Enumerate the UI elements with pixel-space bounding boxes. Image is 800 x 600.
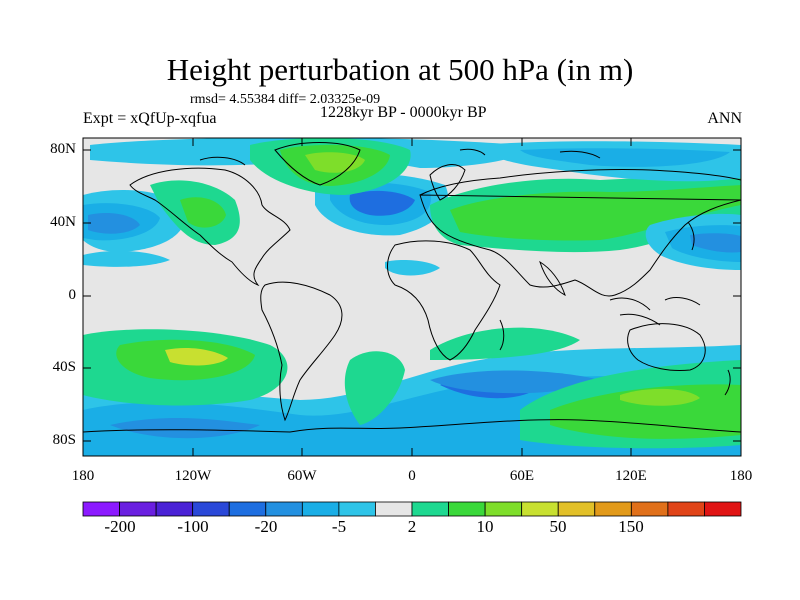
coast-south-america xyxy=(260,281,343,422)
colorbar-box xyxy=(557,501,596,517)
coast-australia xyxy=(627,323,706,371)
colorbar xyxy=(82,501,742,517)
coast-north-america xyxy=(129,167,291,287)
coast-japan xyxy=(687,221,695,251)
lon-label-180e: 180 xyxy=(729,468,753,484)
lat-label-0: 0 xyxy=(68,287,77,303)
colorbar-box xyxy=(667,501,705,517)
coast-antarctica xyxy=(83,419,741,433)
colorbar-label: -5 xyxy=(331,517,347,536)
colorbar-box xyxy=(484,501,523,517)
lon-ticks xyxy=(192,138,632,456)
africa-blue xyxy=(385,260,440,276)
lon-label-120e: 120E xyxy=(615,468,647,484)
coast-greenland xyxy=(274,142,361,186)
contour-fields xyxy=(83,138,741,456)
coast-se-asia xyxy=(609,297,701,326)
colorbar-box xyxy=(265,501,303,517)
colorbar-box xyxy=(338,501,376,517)
lat-label-40s: 40S xyxy=(52,359,76,375)
colorbar-label: -100 xyxy=(177,517,209,536)
colorbar-box xyxy=(594,501,632,517)
south-pacific-core xyxy=(165,347,228,366)
coast-africa xyxy=(387,240,501,361)
colorbar-box xyxy=(375,501,413,517)
south-east-yellow xyxy=(620,388,700,406)
lon-label-120w: 120W xyxy=(174,468,212,484)
colorbar-box xyxy=(192,501,230,517)
colorbar-box xyxy=(82,501,120,517)
colorbar-box xyxy=(301,501,340,517)
lon-label-60e: 60E xyxy=(509,468,535,484)
tropical-blue xyxy=(83,250,170,267)
lat-label-40n: 40N xyxy=(50,214,76,230)
colorbar-label: 50 xyxy=(549,517,567,536)
greenland-yellow xyxy=(305,152,365,173)
stats-line: rmsd= 4.55384 diff= 2.03325e-09 xyxy=(190,92,381,107)
colorbar-label: -200 xyxy=(104,517,136,536)
plot-title: Height perturbation at 500 hPa (in m) xyxy=(166,52,634,87)
colorbar-label: -20 xyxy=(254,517,278,536)
period-line: 1228kyr BP - 0000kyr BP xyxy=(320,104,487,121)
colorbar-box xyxy=(228,501,267,517)
colorbar-box xyxy=(630,501,669,517)
north-west-pacific-core xyxy=(690,233,741,253)
lon-label-180w: 180 xyxy=(71,468,95,484)
colorbar-box xyxy=(411,501,449,517)
coastlines xyxy=(83,142,741,433)
coast-arctic-islands xyxy=(199,148,601,166)
south-indian-green xyxy=(430,327,580,360)
lon-label-0: 0 xyxy=(408,468,416,484)
south-indian-blue xyxy=(430,370,600,394)
colorbar-label: 2 xyxy=(407,517,417,536)
north-pacific-core xyxy=(88,213,140,234)
colorbar-box xyxy=(119,501,157,517)
colorbar-box xyxy=(448,501,486,517)
lat-label-80n: 80N xyxy=(50,141,76,157)
season-label: ANN xyxy=(707,110,742,127)
coast-madagascar xyxy=(499,319,505,351)
coast-india xyxy=(539,260,566,296)
lat-label-80s: 80S xyxy=(52,432,76,448)
colorbar-label: 150 xyxy=(618,517,644,536)
colorbar-box xyxy=(704,501,742,517)
coast-new-zealand xyxy=(724,369,731,396)
north-atlantic-core xyxy=(349,190,415,216)
south-band-inner xyxy=(110,417,260,439)
coast-europe xyxy=(429,164,466,201)
lat-ticks xyxy=(83,149,741,442)
arctic-east-blue2 xyxy=(520,148,730,167)
lon-label-60w: 60W xyxy=(287,468,317,484)
colorbar-box xyxy=(155,501,194,517)
south-atlantic-green xyxy=(344,351,405,425)
colorbar-box xyxy=(521,501,559,517)
north-america-green2 xyxy=(180,197,226,228)
colorbar-label: 10 xyxy=(476,517,494,536)
experiment-label: Expt = xQfUp-xqfua xyxy=(83,110,217,127)
coast-eurasia xyxy=(419,168,741,297)
